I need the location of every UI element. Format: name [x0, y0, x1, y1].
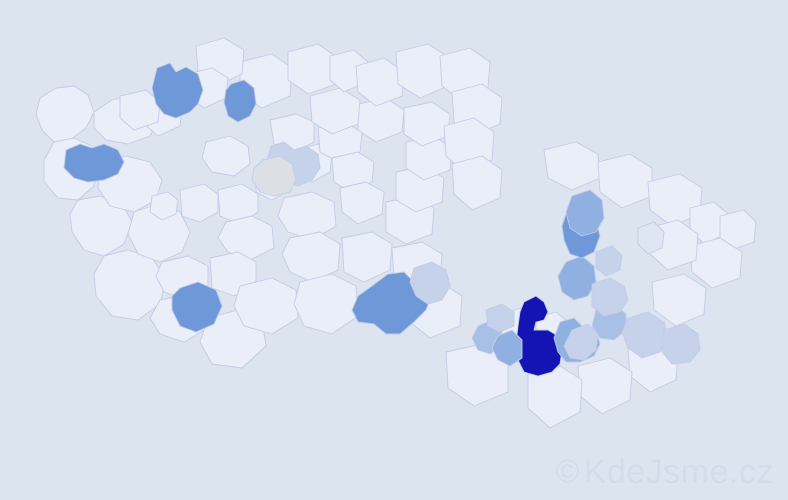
district-chomutov[interactable] [119, 89, 161, 131]
district-vsetin[interactable] [651, 273, 707, 327]
district-highlight-hodonin[interactable] [563, 323, 599, 361]
district-kutna-hora[interactable] [339, 181, 385, 225]
district-plzen-mesto[interactable] [149, 191, 179, 221]
district-highlight-opava-faint[interactable] [637, 221, 665, 255]
district-highlight-prostejov[interactable] [557, 255, 597, 301]
district-kolin[interactable] [331, 151, 375, 193]
district-highlight-prerov[interactable] [591, 277, 629, 317]
district-hradec-kralove[interactable] [403, 101, 451, 147]
district-highlight-rakovnicko[interactable] [251, 155, 297, 197]
district-highlight-chomutov[interactable] [223, 79, 257, 123]
district-benesov[interactable] [277, 191, 337, 241]
district-highlight-zlin[interactable] [661, 323, 701, 365]
district-kladno[interactable] [201, 135, 251, 177]
district-layer-highlight [63, 62, 701, 377]
district-highlight-zdar-east[interactable] [409, 261, 451, 305]
district-pribram-base[interactable] [217, 215, 275, 261]
district-rokycany[interactable] [179, 183, 219, 223]
district-jesenik[interactable] [543, 141, 601, 191]
district-frydek-mistek[interactable] [689, 237, 743, 289]
district-highlight-novy-jicin-faint[interactable] [595, 245, 623, 277]
district-highlight-kurim[interactable] [485, 303, 515, 333]
district-cheb[interactable] [35, 85, 95, 143]
district-jindrichuv-hradec[interactable] [293, 273, 359, 335]
district-svitavy[interactable] [451, 155, 503, 211]
district-bruntal[interactable] [597, 153, 653, 209]
district-ceske-budejovice[interactable] [233, 277, 299, 335]
district-highlight-tisnov[interactable] [491, 329, 523, 367]
district-pelhrimov[interactable] [341, 231, 393, 283]
district-highlight-sumperk[interactable] [565, 189, 605, 237]
district-highlight-karlovy-vary[interactable] [151, 62, 204, 119]
district-breclav[interactable] [527, 365, 583, 429]
district-beroun[interactable] [217, 183, 259, 225]
district-highlight-kromeriz[interactable] [621, 311, 669, 359]
district-hodonin-base[interactable] [577, 357, 633, 415]
district-highlight-pribram[interactable] [171, 281, 223, 333]
district-semily[interactable] [355, 57, 405, 107]
district-highlight-sokolov[interactable] [63, 143, 125, 183]
district-jicin[interactable] [357, 97, 405, 143]
